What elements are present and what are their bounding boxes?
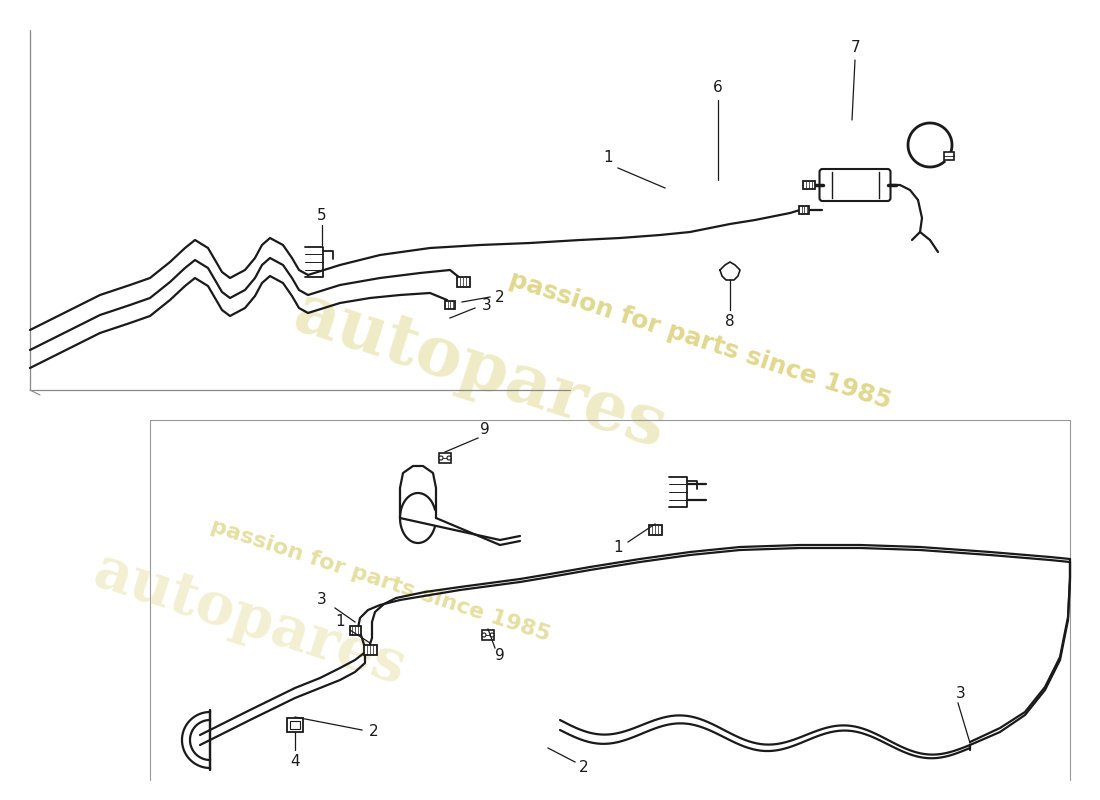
Text: 9: 9 xyxy=(495,647,505,662)
Text: 2: 2 xyxy=(495,290,505,306)
Bar xyxy=(446,301,455,309)
Text: 2: 2 xyxy=(370,725,378,739)
Text: 5: 5 xyxy=(317,207,327,222)
Bar xyxy=(944,152,954,160)
Text: 7: 7 xyxy=(851,39,861,54)
Bar xyxy=(456,277,470,287)
Bar xyxy=(439,453,451,463)
Circle shape xyxy=(447,456,451,460)
Text: 3: 3 xyxy=(482,298,492,314)
Bar xyxy=(649,525,661,535)
Text: 1: 1 xyxy=(603,150,613,166)
Bar xyxy=(350,626,361,634)
Text: 2: 2 xyxy=(580,761,588,775)
Text: passion for parts since 1985: passion for parts since 1985 xyxy=(506,266,894,414)
Circle shape xyxy=(482,633,486,637)
Bar xyxy=(290,721,300,729)
Text: 4: 4 xyxy=(290,754,300,770)
Text: 3: 3 xyxy=(317,593,327,607)
Text: 9: 9 xyxy=(480,422,490,438)
Circle shape xyxy=(439,456,443,460)
Bar xyxy=(803,181,814,189)
Bar xyxy=(482,630,494,640)
Bar xyxy=(799,206,808,214)
FancyBboxPatch shape xyxy=(820,169,891,201)
Text: autopares: autopares xyxy=(285,278,674,462)
Text: 6: 6 xyxy=(713,81,723,95)
Text: 3: 3 xyxy=(956,686,966,701)
Bar xyxy=(363,645,376,655)
Text: 8: 8 xyxy=(725,314,735,330)
Text: 1: 1 xyxy=(336,614,344,630)
Circle shape xyxy=(490,633,494,637)
Bar xyxy=(287,718,303,732)
Text: 1: 1 xyxy=(613,541,623,555)
Text: autopares: autopares xyxy=(87,543,414,697)
Text: passion for parts since 1985: passion for parts since 1985 xyxy=(208,515,552,645)
